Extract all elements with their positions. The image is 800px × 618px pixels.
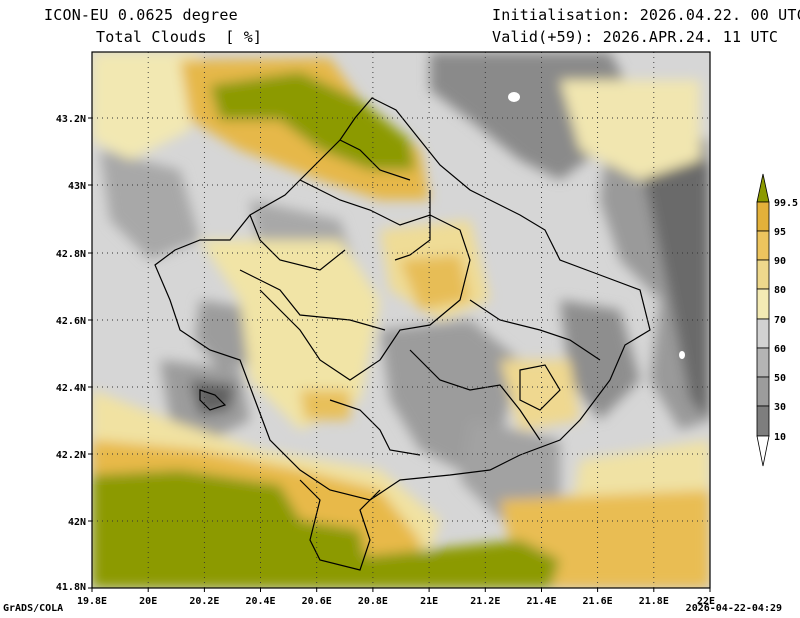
longitude-labels: 19.8E 20E 20.2E 20.4E 20.6E 20.8E 21E 21… <box>77 596 715 607</box>
colorbar-label: 30 <box>774 402 786 413</box>
generation-timestamp: 2026-04-22-04:29 <box>685 603 782 614</box>
initialisation-time: Initialisation: 2026.04.22. 00 UTC <box>492 6 800 24</box>
colorbar-swatch <box>756 405 770 437</box>
lon-label: 20.2E <box>189 596 219 607</box>
lon-label: 21.6E <box>583 596 613 607</box>
colorbar-top-arrow <box>756 173 770 203</box>
lat-label: 41.8N <box>56 582 86 593</box>
lat-label: 43.2N <box>56 114 86 125</box>
lon-label: 20.6E <box>302 596 332 607</box>
colorbar-bottom-arrow <box>756 435 770 467</box>
colorbar-label: 10 <box>774 432 786 443</box>
lat-lon-grid <box>92 52 710 588</box>
lon-label: 20.8E <box>358 596 388 607</box>
lat-label: 42.6N <box>56 316 86 327</box>
lat-label: 42.4N <box>56 383 86 394</box>
lon-label: 22E <box>697 596 715 607</box>
colorbar-label: 99.5 <box>774 198 798 209</box>
colorbar-swatch <box>756 347 770 378</box>
colorbar-label: 95 <box>774 227 786 238</box>
latitude-labels: 43.2N 43N 42.8N 42.6N 42.4N 42.2N 42N 41… <box>56 114 86 593</box>
colorbar-swatch <box>756 288 770 320</box>
colorbar-swatch <box>756 376 770 407</box>
colorbar-label: 70 <box>774 315 786 326</box>
colorbar-label: 90 <box>774 256 786 267</box>
colorbar-swatch <box>756 230 770 261</box>
lon-label: 19.8E <box>77 596 107 607</box>
lon-label: 21E <box>420 596 438 607</box>
lat-label: 42.8N <box>56 249 86 260</box>
software-credit: GrADS/COLA <box>3 603 64 614</box>
colorbar-labels: 99.5 95 90 80 70 60 50 30 10 <box>774 198 798 443</box>
lat-label: 42.2N <box>56 450 86 461</box>
axis-ticks <box>88 117 711 592</box>
colorbar <box>756 173 770 467</box>
lon-label: 20E <box>139 596 157 607</box>
lat-label: 43N <box>68 181 86 192</box>
valid-time: Valid(+59): 2026.APR.24. 11 UTC <box>492 28 779 46</box>
lon-label: 20.4E <box>245 596 275 607</box>
boundary-lines <box>154 97 651 571</box>
lat-label: 42N <box>68 517 86 528</box>
colorbar-swatch <box>756 318 770 349</box>
colorbar-swatch <box>756 259 770 290</box>
colorbar-label: 50 <box>774 373 786 384</box>
lon-label: 21.2E <box>470 596 500 607</box>
colorbar-label: 80 <box>774 285 786 296</box>
field-title: Total Clouds [ %] <box>96 28 263 46</box>
lon-label: 21.4E <box>526 596 556 607</box>
colorbar-swatch <box>756 201 770 232</box>
lon-label: 21.8E <box>639 596 669 607</box>
model-title: ICON-EU 0.0625 degree <box>44 6 238 24</box>
colorbar-label: 60 <box>774 344 786 355</box>
